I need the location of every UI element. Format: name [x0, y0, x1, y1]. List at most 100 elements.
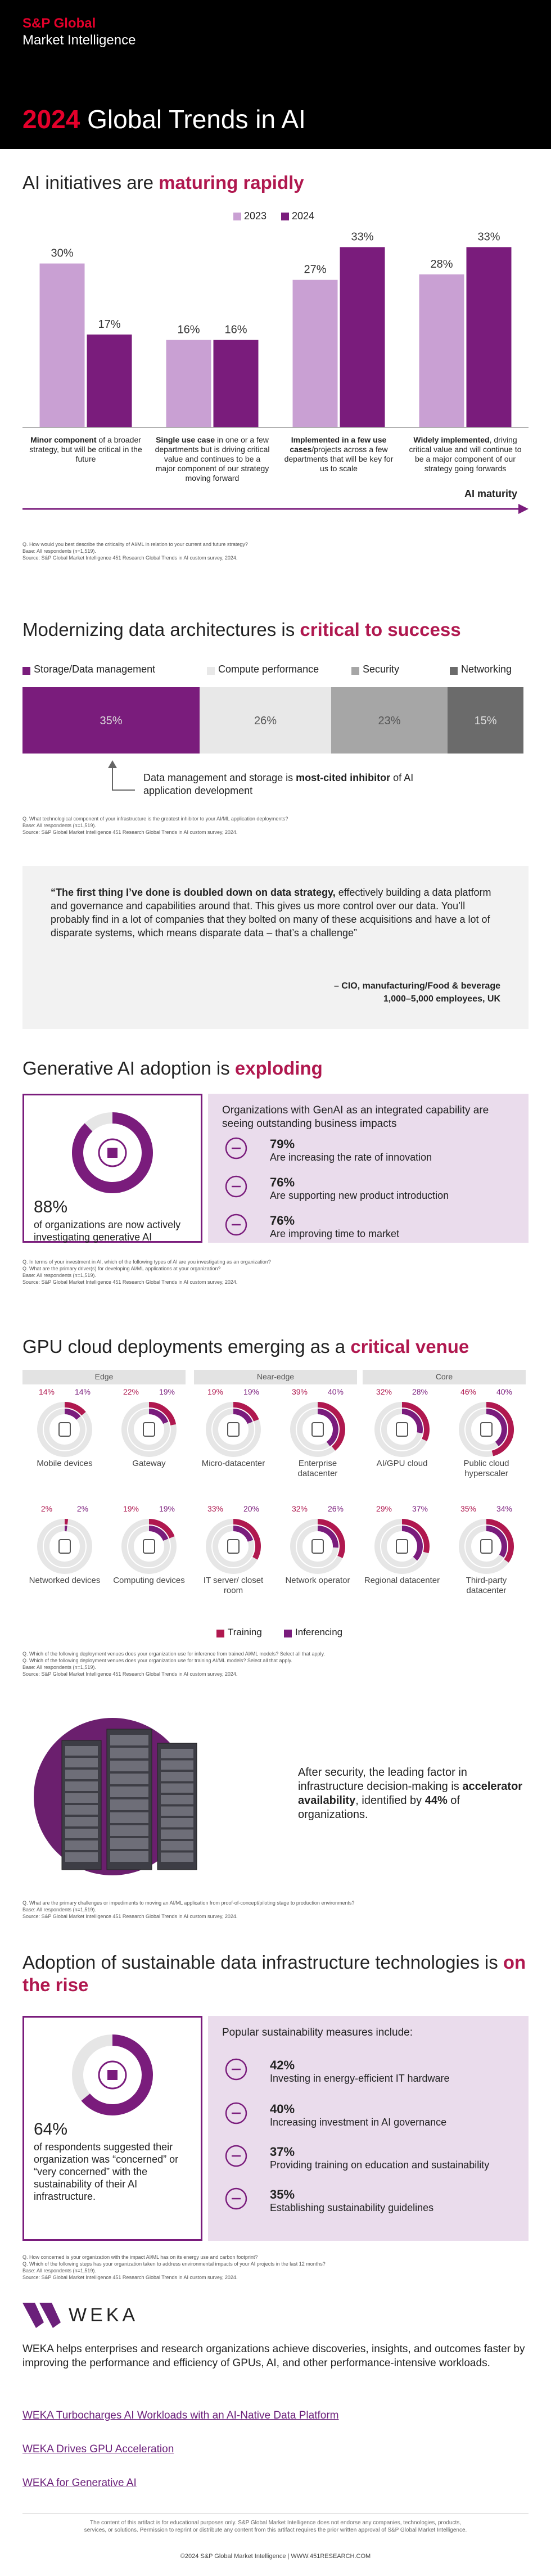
server-unit: [110, 1851, 148, 1862]
panel-bg: [208, 1094, 529, 1243]
value-label: 20%: [243, 1504, 259, 1513]
legend-label: Storage/Data management: [34, 664, 156, 675]
bar-segment: [22, 687, 200, 754]
value-label: 29%: [376, 1504, 392, 1513]
value-label: 33%: [477, 231, 500, 243]
accelerator-text: After security, the leading factor in in…: [298, 1766, 523, 1822]
title-text: Adoption of sustainable data infrastruct…: [22, 1952, 503, 1973]
server-unit: [161, 1806, 193, 1816]
brand: S&P Global: [22, 16, 96, 31]
category-rest: in one or a few departments but is drivi…: [155, 435, 270, 482]
note: Source: S&P Global Market Intelligence 4…: [22, 1279, 238, 1285]
title-text: Generative AI adoption is: [22, 1058, 235, 1079]
value-label: 32%: [376, 1387, 392, 1396]
category-label: Minor component of a broader strategy, b…: [27, 435, 145, 464]
legend-swatch: [207, 667, 215, 675]
section-title: AI initiatives are maturing rapidly: [22, 172, 529, 194]
value-label: 26%: [254, 715, 277, 727]
value-label: 19%: [207, 1387, 223, 1396]
category-label: Widely implemented, driving critical val…: [407, 435, 525, 473]
note: Q. What technological component of your …: [22, 816, 288, 822]
donut-arc: [64, 1402, 86, 1416]
title-text: AI initiatives are: [22, 172, 159, 193]
title-gap: [80, 105, 87, 134]
category-bold: Single use case: [156, 435, 215, 444]
server-unit: [110, 1838, 148, 1849]
notes: Q. In terms of your investment in AI, wh…: [22, 1258, 529, 1285]
donut-arc: [401, 1526, 423, 1561]
legend-label: Inferencing: [295, 1627, 343, 1637]
bar: [340, 247, 385, 427]
section-title: Adoption of sustainable data infrastruct…: [22, 1951, 529, 1996]
item-icon: [225, 2058, 247, 2081]
item-icon: [225, 1175, 247, 1198]
server-unit: [110, 1786, 148, 1797]
item-icon: [225, 2187, 247, 2210]
donut-arc: [401, 1402, 430, 1441]
value-label: 2%: [41, 1504, 52, 1513]
donut-arc: [148, 1409, 169, 1424]
legend-swatch: [281, 213, 289, 220]
venue-label: Mobile devices: [37, 1459, 93, 1468]
note: Source: S&P Global Market Intelligence 4…: [22, 2275, 238, 2280]
legend-label: Networking: [461, 664, 512, 675]
value-label: 34%: [496, 1504, 512, 1513]
venue-icon: [396, 1422, 408, 1437]
weka-link[interactable]: WEKA Drives GPU Acceleration: [22, 2443, 174, 2455]
item-text: Investing in energy-efficient IT hardwar…: [270, 2073, 450, 2084]
value-label: 35%: [460, 1504, 476, 1513]
category-bold: Widely implemented: [413, 435, 490, 444]
venue-label: AI/GPU cloud: [376, 1459, 428, 1468]
title-year: 2024: [22, 105, 80, 134]
note: Q. In terms of your investment in AI, wh…: [22, 1259, 271, 1265]
value-label: 39%: [292, 1387, 308, 1396]
note: Q. What are the primary challenges or im…: [22, 1900, 355, 1906]
legend-label: 2023: [244, 210, 267, 222]
text: , identified by: [355, 1794, 425, 1807]
venue-label: Computing devices: [113, 1576, 185, 1585]
value-label: 17%: [98, 318, 120, 331]
server-unit: [161, 1829, 193, 1839]
note: Base: All respondents (n=1,519).: [22, 2268, 96, 2273]
donut-arc: [317, 1409, 338, 1446]
server-unit: [110, 1812, 148, 1823]
note: Base: All respondents (n=1,519).: [22, 1273, 96, 1278]
value-label: 27%: [304, 264, 326, 276]
weka-mark: [39, 2303, 61, 2328]
legend-label: Security: [363, 664, 400, 675]
server-unit: [161, 1795, 193, 1804]
text: After security, the leading factor in in…: [298, 1766, 467, 1793]
axis-label: AI maturity: [464, 488, 517, 499]
quote-attribution: – CIO, manufacturing/Food & beverage: [333, 981, 500, 991]
value-label: 40%: [328, 1387, 344, 1396]
category-bold: Implemented in a few use cases: [290, 435, 387, 454]
stat-value: 64%: [34, 2120, 68, 2139]
item-value: 79%: [270, 1137, 295, 1151]
venue-icon: [480, 1422, 493, 1437]
item-icon: [225, 1213, 247, 1236]
server-unit: [65, 1770, 98, 1779]
group-label: Near-edge: [256, 1372, 295, 1381]
venue-icon: [58, 1422, 71, 1437]
section-title: GPU cloud deployments emerging as a crit…: [22, 1336, 529, 1358]
venue-label: Network operator: [285, 1576, 350, 1585]
group-label: Edge: [94, 1372, 114, 1381]
weka-link[interactable]: WEKA for Generative AI: [22, 2477, 137, 2489]
title-text: Global Trends in AI: [87, 105, 306, 134]
note: Source: S&P Global Market Intelligence 4…: [22, 555, 238, 561]
value-label: 46%: [460, 1387, 476, 1396]
title-highlight: exploding: [234, 1058, 323, 1079]
server-unit: [161, 1749, 193, 1758]
venue-label: Regional datacenter: [364, 1576, 440, 1585]
stat-text: of organizations are now actively invest…: [34, 1219, 181, 1243]
legend-swatch: [450, 667, 458, 675]
venue-icon: [311, 1539, 324, 1554]
donut-arc: [317, 1526, 338, 1548]
server-unit: [65, 1746, 98, 1756]
weka-link[interactable]: WEKA Turbocharges AI Workloads with an A…: [22, 2410, 339, 2421]
item-icon: [225, 2145, 247, 2167]
section-title: Generative AI adoption is exploding: [22, 1057, 529, 1080]
title-highlight: on the rise: [22, 1952, 526, 1995]
venue-label: Gateway: [132, 1459, 166, 1468]
